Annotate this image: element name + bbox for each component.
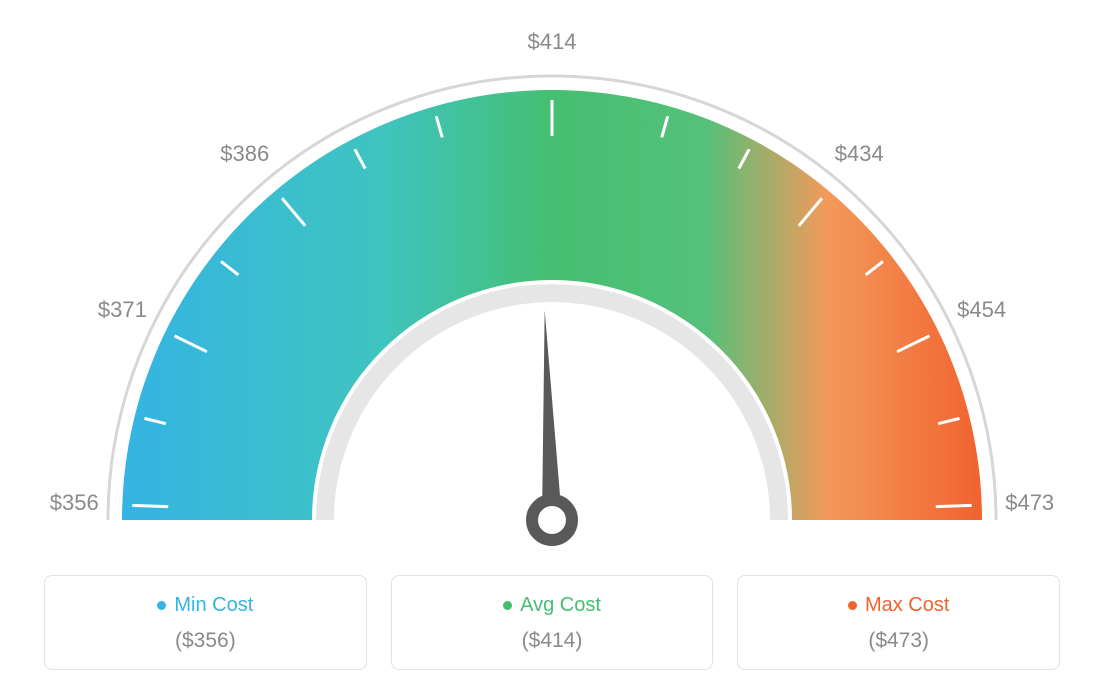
gauge-tick-label: $414 — [528, 29, 577, 55]
legend-card-min: Min Cost ($356) — [44, 575, 367, 670]
gauge-chart: $356 $371 $386 $414 $434 $454 $473 — [0, 0, 1104, 570]
gauge-tick-label: $386 — [220, 141, 269, 167]
legend-value-avg: ($414) — [402, 629, 703, 653]
gauge-tick-label: $473 — [1005, 490, 1054, 516]
legend-title-min: Min Cost — [157, 594, 253, 617]
legend-dot-avg — [503, 601, 512, 610]
legend-value-max: ($473) — [748, 629, 1049, 653]
legend-title-text-avg: Avg Cost — [520, 594, 601, 617]
legend-title-max: Max Cost — [848, 594, 949, 617]
gauge-tick-label: $356 — [50, 490, 99, 516]
legend-dot-min — [157, 601, 166, 610]
legend-title-text-max: Max Cost — [865, 594, 949, 617]
legend-dot-max — [848, 601, 857, 610]
gauge-tick-label: $434 — [835, 141, 884, 167]
legend-row: Min Cost ($356) Avg Cost ($414) Max Cost… — [44, 575, 1060, 670]
gauge-svg — [0, 0, 1104, 570]
legend-card-avg: Avg Cost ($414) — [391, 575, 714, 670]
legend-title-avg: Avg Cost — [503, 594, 601, 617]
gauge-tick-label: $371 — [98, 297, 147, 323]
legend-title-text-min: Min Cost — [174, 594, 253, 617]
legend-value-min: ($356) — [55, 629, 356, 653]
gauge-tick-label: $454 — [957, 297, 1006, 323]
legend-card-max: Max Cost ($473) — [737, 575, 1060, 670]
